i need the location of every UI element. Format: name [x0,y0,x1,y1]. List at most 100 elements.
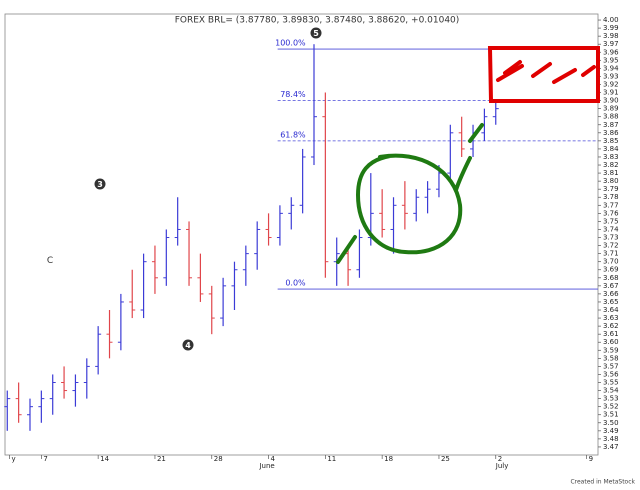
x-tick-label: 9 [589,455,593,463]
wave-label: C [47,256,53,266]
wave-label: 3 [97,180,103,189]
ohlc-bar [231,261,238,311]
ohlc-bar [356,229,363,278]
y-tick-label: 3.67 [603,282,619,290]
x-tick-label: 7 [43,455,47,463]
ohlc-bar [15,382,22,423]
y-tick-label: 3.92 [603,80,619,88]
x-tick-label: 18 [384,455,393,463]
ohlc-bar [83,358,90,399]
x-tick-label: 11 [327,455,336,463]
footer: Created in MetaStock [570,479,635,486]
ohlc-bar [72,374,79,407]
wave-label: 5 [313,29,319,38]
green-annotation [336,123,484,264]
y-tick-label: 3.68 [603,274,619,282]
wave-marker [182,339,194,351]
y-tick-label: 3.90 [603,97,619,105]
y-tick-label: 3.55 [603,379,619,387]
y-tick-label: 3.85 [603,137,619,145]
ohlc-bar [379,189,386,238]
green-stroke [454,156,472,192]
y-tick-label: 3.63 [603,314,619,322]
y-tick-label: 3.97 [603,40,619,48]
y-tick-label: 3.98 [603,32,619,40]
y-tick-label: 3.54 [603,387,619,395]
y-tick-label: 3.48 [603,435,619,443]
y-tick-label: 3.82 [603,161,619,169]
wave-marker [94,178,106,190]
y-tick-label: 3.93 [603,72,619,80]
ohlc-bar [458,116,465,157]
y-tick-label: 3.66 [603,290,619,298]
y-tick-label: 3.75 [603,217,619,225]
y-tick-label: 3.56 [603,370,619,378]
x-tick-label: 2 [498,455,502,463]
ohlc-bar [447,124,454,182]
y-tick-label: 3.78 [603,193,619,201]
y-tick-label: 3.83 [603,153,619,161]
y-tick-label: 3.84 [603,145,619,153]
ohlc-bar [38,390,45,423]
ohlc-bar [288,197,295,230]
ohlc-bar [61,366,68,399]
ohlc-bar [413,189,420,222]
chart-title: FOREX BRL= (3.87780, 3.89830, 3.87480, 3… [175,16,460,26]
green-stroke [468,123,484,143]
y-tick-label: 3.60 [603,338,619,346]
y-tick-label: 3.51 [603,411,619,419]
month-label: July [495,462,509,470]
ohlc-bar [140,253,147,319]
y-tick-label: 3.73 [603,234,619,242]
y-tick-label: 3.64 [603,306,619,314]
red-box [487,46,600,103]
x-tick-label: 25 [441,455,450,463]
y-tick-label: 3.77 [603,201,619,209]
ohlc-bar [322,92,329,278]
ohlc-bar [151,245,158,294]
y-tick-label: 3.94 [603,64,619,72]
y-tick-label: 3.95 [603,56,619,64]
ohlc-bar [163,229,170,286]
wave-marker [310,27,322,39]
marks: 4.003.993.983.973.963.953.943.933.923.91… [4,16,619,470]
x-tick-label: 14 [100,455,109,463]
ohlc-bar [208,285,215,335]
y-tick-label: 3.87 [603,121,619,129]
green-ellipse [355,153,463,255]
y-tick-label: 3.88 [603,113,619,121]
ohlc-bar [492,100,499,125]
plot-frame [4,13,599,456]
y-tick-label: 3.80 [603,177,619,185]
y-tick-label: 3.79 [603,185,619,193]
x-tick-label: 28 [214,455,223,463]
ohlc-bar [276,205,283,246]
fib-label: 0.0% [285,279,306,288]
y-tick-label: 3.89 [603,105,619,113]
fib-label: 78.4% [280,90,306,99]
y-tick-label: 3.49 [603,427,619,435]
y-tick-label: 3.71 [603,250,619,258]
y-tick-label: 3.74 [603,225,619,233]
green-stroke [336,235,357,264]
ohlc-bar [129,269,136,319]
y-tick-label: 3.52 [603,403,619,411]
ohlc-bar [117,293,124,351]
x-tick-label: 21 [157,455,166,463]
y-tick-label: 3.50 [603,419,619,427]
y-tick-label: 3.86 [603,129,619,137]
month-label: June [258,462,274,470]
ohlc-bar [4,390,11,431]
y-tick-label: 3.65 [603,298,619,306]
y-tick-label: 4.00 [603,16,619,24]
ohlc-bar [49,374,56,415]
y-tick-label: 3.91 [603,89,619,97]
ohlc-bar [401,181,408,230]
x-tick-label: 4 [271,455,276,463]
y-tick-label: 3.70 [603,258,619,266]
ohlc-bar [106,310,113,359]
y-tick-label: 3.96 [603,48,619,56]
ohlc-bar [242,245,249,286]
y-tick-label: 3.76 [603,209,619,217]
ohlc-bar [265,213,272,246]
